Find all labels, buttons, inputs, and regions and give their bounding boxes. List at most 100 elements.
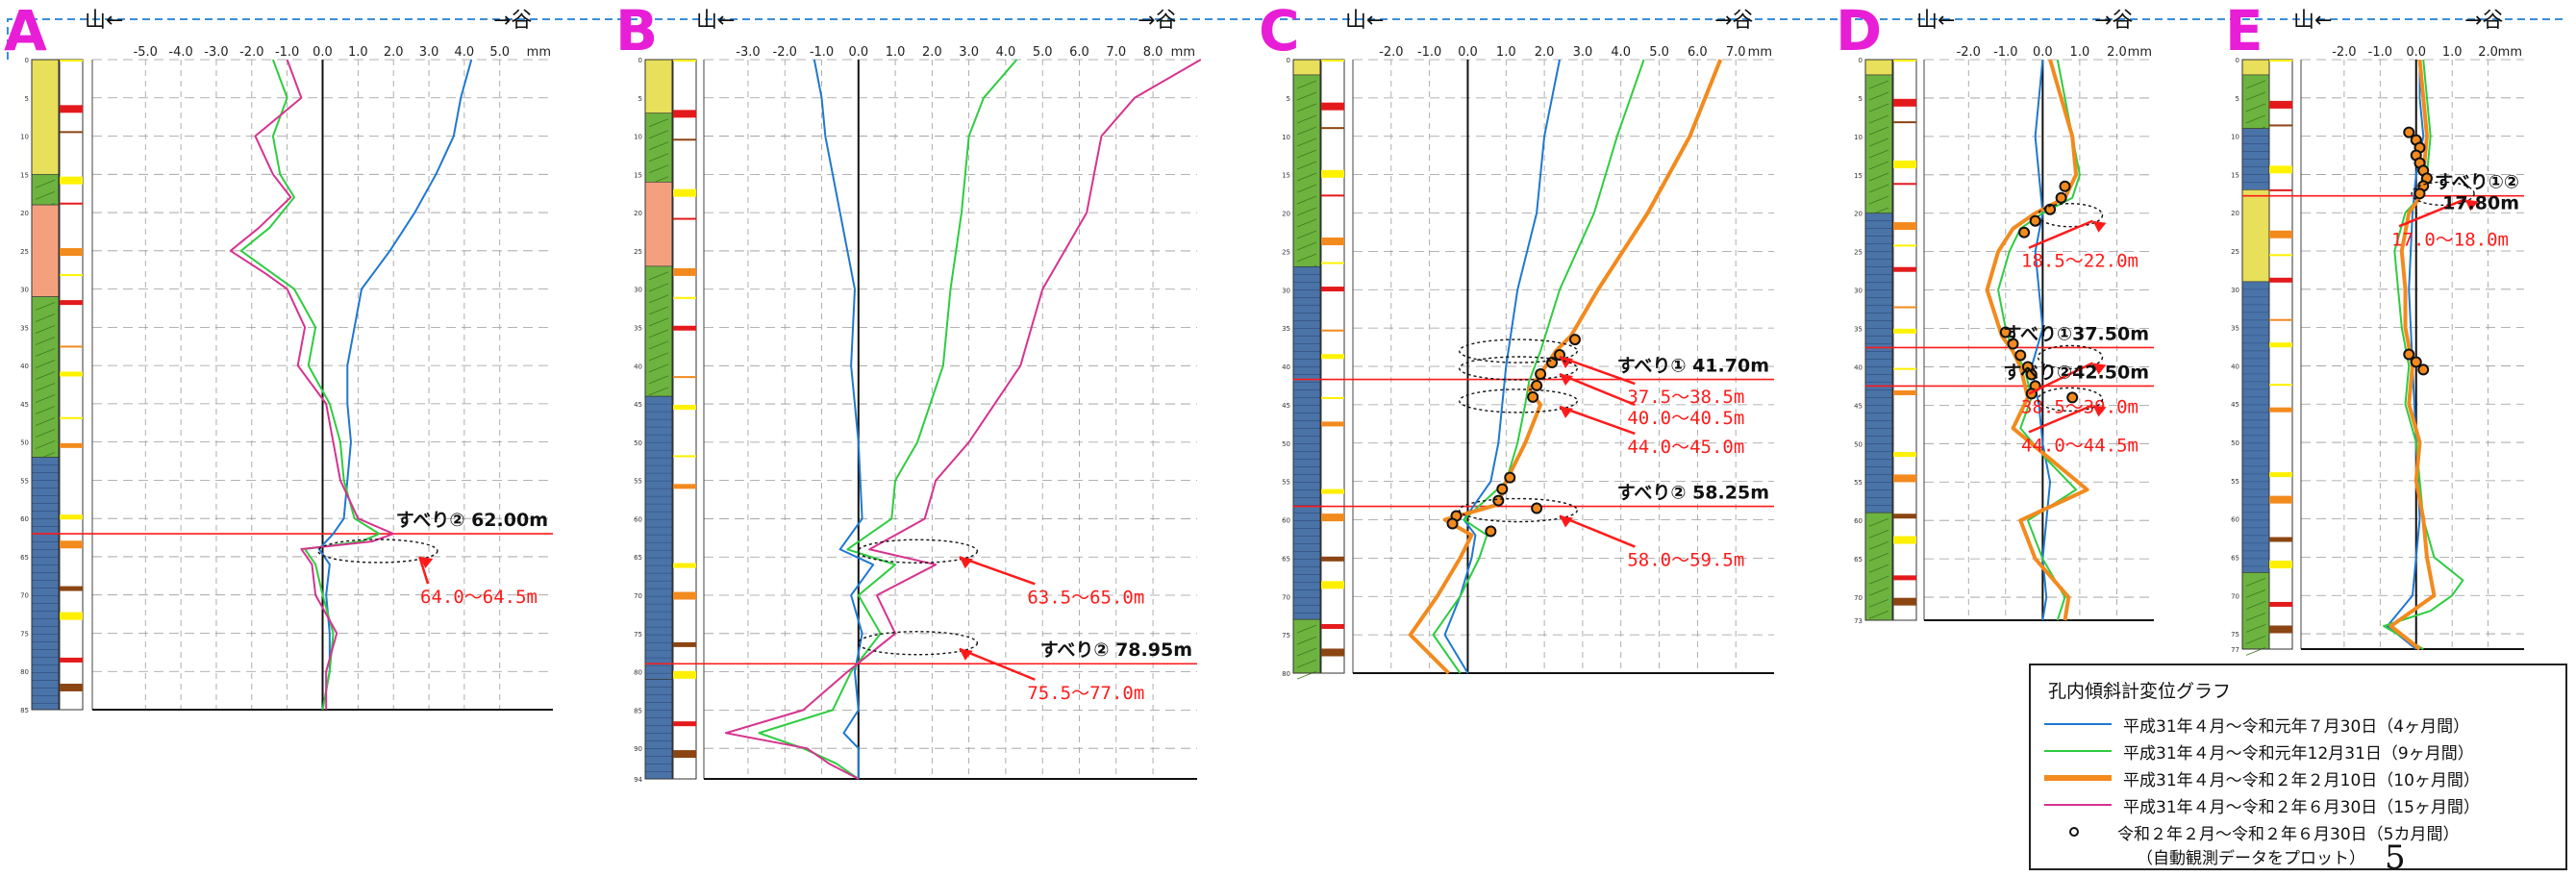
boring-log-stripe bbox=[1321, 287, 1344, 292]
zone-ellipse bbox=[2411, 181, 2475, 207]
geology-layer bbox=[644, 395, 673, 680]
depth-tick-label: 15 bbox=[20, 171, 29, 179]
depth-tick-label: 35 bbox=[634, 325, 642, 333]
boring-log-stripe bbox=[673, 267, 696, 276]
boring-log-stripe bbox=[1893, 98, 1916, 107]
depth-tick-label: 25 bbox=[1854, 249, 1863, 257]
boring-log-stripe bbox=[2269, 625, 2292, 634]
zone-arrow-head bbox=[1559, 406, 1573, 418]
boring-log-stripe bbox=[60, 442, 83, 448]
boring-log-stripe bbox=[60, 131, 83, 134]
boring-log-stripe bbox=[2269, 254, 2292, 257]
geology-hatch bbox=[2245, 601, 2266, 610]
observation-point bbox=[1527, 390, 1539, 403]
boring-log-stripe bbox=[1321, 169, 1344, 178]
geology-hatch bbox=[648, 306, 669, 315]
depth-tick-label: 25 bbox=[634, 248, 642, 256]
depth-tick-label: 35 bbox=[2231, 325, 2239, 333]
geology-hatch bbox=[1296, 636, 1317, 645]
depth-tick-label: 65 bbox=[634, 554, 642, 562]
boring-log-stripe bbox=[2269, 277, 2292, 283]
zone-ellipse bbox=[1458, 338, 1579, 363]
geology-layer bbox=[644, 59, 673, 114]
boring-log-stripe bbox=[1893, 474, 1916, 483]
depth-tick-label: 20 bbox=[20, 210, 29, 217]
x-tick-label: 1.0 bbox=[2442, 45, 2463, 60]
boring-log-stripe bbox=[1893, 183, 1916, 186]
zone-ellipse bbox=[857, 631, 979, 656]
legend-label-5: 令和２年２月～令和２年６月30日（5カ月間） bbox=[2117, 824, 2460, 844]
boring-log-stripe bbox=[1893, 160, 1916, 168]
zone-arrow-head bbox=[2464, 199, 2479, 212]
boring-log-stripe bbox=[60, 416, 83, 419]
boring-log-stripe bbox=[60, 105, 83, 113]
slip-label: すべり② 78.95m bbox=[1040, 639, 1192, 661]
boring-log-stripe bbox=[60, 300, 83, 306]
geology-layer bbox=[31, 204, 60, 297]
depth-tick-label: 15 bbox=[1282, 172, 1290, 180]
boring-log-stripe bbox=[673, 110, 696, 118]
boring-log-stripe bbox=[2269, 601, 2292, 607]
observation-point bbox=[1999, 326, 2012, 338]
geology-layer bbox=[1292, 59, 1321, 76]
observation-point bbox=[1446, 517, 1459, 530]
depth-tick-label: 75 bbox=[1282, 632, 1290, 639]
zone-arrow-head bbox=[959, 557, 973, 569]
geology-hatch bbox=[2245, 589, 2266, 598]
depth-tick-label: 50 bbox=[1282, 440, 1290, 448]
depth-tick-label: 45 bbox=[634, 401, 642, 409]
boring-log-stripe bbox=[60, 586, 83, 591]
legend-swatch-1 bbox=[2044, 723, 2112, 725]
geology-hatch bbox=[1868, 575, 1889, 585]
boring-log-stripe bbox=[673, 376, 696, 379]
zone-label: 58.0～59.5m bbox=[1627, 550, 1744, 571]
boring-log-stripe bbox=[1893, 306, 1916, 309]
zone-arrow-head bbox=[2092, 363, 2107, 375]
zone-arrow-head bbox=[419, 556, 434, 568]
boring-log-stripe bbox=[673, 641, 696, 647]
geology-hatch bbox=[1868, 149, 1889, 159]
geology-hatch bbox=[1868, 529, 1889, 539]
boring-log-stripe bbox=[673, 750, 696, 759]
observation-point bbox=[1492, 494, 1505, 507]
x-tick-label: 2.0 bbox=[1535, 45, 1555, 60]
series-line-period2 bbox=[239, 59, 381, 711]
zone-arrow bbox=[1559, 355, 1636, 386]
zone-arrow bbox=[1559, 514, 1636, 548]
boring-log-stripe bbox=[1893, 60, 1916, 62]
geology-hatch bbox=[1868, 184, 1889, 193]
depth-tick-label: 77 bbox=[2231, 646, 2239, 654]
geology-hatch bbox=[1296, 172, 1317, 182]
depth-tick-label: 45 bbox=[20, 401, 29, 409]
depth-tick-label: 60 bbox=[634, 515, 642, 523]
geology-hatch bbox=[1868, 195, 1889, 205]
x-tick-label: 0.0 bbox=[2406, 45, 2426, 60]
geology-hatch bbox=[1868, 517, 1889, 527]
x-axis-unit: mm bbox=[1171, 45, 1195, 60]
axis-left-label: 山← bbox=[1916, 9, 1955, 33]
depth-tick-label: 20 bbox=[634, 210, 642, 217]
geology-hatch bbox=[648, 352, 669, 362]
x-tick-label: -1.0 bbox=[2368, 45, 2392, 60]
geology-layer bbox=[1292, 618, 1321, 674]
geology-layer bbox=[644, 182, 673, 267]
axis-left-label: 山← bbox=[85, 9, 123, 33]
boring-log-stripe bbox=[1893, 244, 1916, 247]
geology-hatch bbox=[648, 271, 669, 281]
observation-point bbox=[2417, 363, 2430, 376]
x-tick-label: 4.0 bbox=[1611, 45, 1631, 60]
geology-hatch bbox=[648, 130, 669, 139]
depth-tick-label: 25 bbox=[2231, 248, 2239, 256]
x-tick-label: -4.0 bbox=[168, 45, 192, 60]
boring-log-column bbox=[1320, 59, 1345, 674]
boring-log-stripe bbox=[1321, 127, 1344, 130]
observation-point bbox=[2025, 368, 2038, 381]
zone-arrow-head bbox=[2092, 220, 2107, 233]
geology-layer bbox=[2241, 189, 2270, 283]
depth-tick-label: 10 bbox=[634, 134, 642, 141]
x-tick-label: -1.0 bbox=[1993, 45, 2017, 60]
boring-log-stripe bbox=[673, 296, 696, 299]
geology-hatch bbox=[648, 375, 669, 385]
panel-b: B 山← →谷 0 5 10 15 20 25 30 35 40 45 50 55 60 65 70 75 80 85 9… bbox=[615, 0, 1202, 784]
